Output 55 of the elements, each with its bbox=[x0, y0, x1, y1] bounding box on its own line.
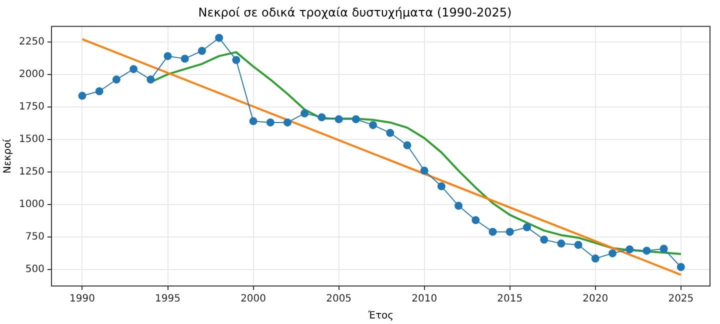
point bbox=[506, 228, 514, 236]
x-axis-title: Έτος bbox=[366, 310, 394, 322]
point bbox=[146, 76, 155, 84]
point bbox=[472, 216, 480, 224]
point bbox=[249, 117, 258, 126]
y-axis-title: Νεκροί bbox=[2, 138, 14, 174]
point bbox=[403, 141, 412, 150]
point bbox=[574, 240, 582, 249]
x-tick-label: 2025 bbox=[668, 294, 694, 305]
point bbox=[130, 65, 138, 74]
point bbox=[660, 244, 668, 253]
y-tick-label: 1000 bbox=[18, 199, 44, 210]
point bbox=[318, 113, 326, 122]
x-tick-label: 2020 bbox=[582, 294, 608, 305]
x-tick-label: 2010 bbox=[412, 294, 438, 305]
x-tick-label: 2000 bbox=[240, 294, 266, 305]
point bbox=[112, 76, 120, 84]
y-tick-label: 1500 bbox=[18, 134, 44, 145]
x-tick-label: 1990 bbox=[70, 294, 95, 305]
point bbox=[352, 115, 360, 124]
point bbox=[284, 118, 292, 126]
y-tick-label: 1250 bbox=[18, 166, 44, 178]
point bbox=[642, 246, 651, 255]
point bbox=[488, 228, 497, 236]
point bbox=[626, 245, 634, 254]
x-tick-label: 2005 bbox=[326, 294, 352, 305]
x-tick-label: 2015 bbox=[497, 294, 523, 305]
y-tick-label: 750 bbox=[25, 232, 44, 243]
point bbox=[95, 87, 104, 96]
point bbox=[180, 54, 189, 63]
point bbox=[78, 92, 86, 100]
y-tick-label: 2250 bbox=[18, 36, 44, 48]
point bbox=[266, 118, 274, 126]
point bbox=[420, 166, 428, 175]
chart-title: Νεκροί σε οδικά τροχαία δυστυχήματα (1990-2025) bbox=[198, 5, 512, 20]
point bbox=[591, 254, 600, 263]
x-tick-label: 1995 bbox=[155, 294, 180, 305]
point bbox=[386, 128, 394, 137]
point bbox=[676, 262, 685, 271]
y-tick-label: 1750 bbox=[18, 101, 44, 112]
point bbox=[215, 34, 224, 42]
point bbox=[300, 109, 309, 118]
point bbox=[540, 236, 548, 244]
point bbox=[164, 52, 172, 60]
y-tick-label: 500 bbox=[25, 264, 44, 276]
y-tick-label: 2000 bbox=[18, 68, 44, 80]
point bbox=[557, 240, 566, 248]
point bbox=[198, 46, 206, 55]
point bbox=[334, 115, 343, 124]
point bbox=[232, 56, 240, 64]
point bbox=[437, 182, 446, 190]
point bbox=[369, 121, 378, 130]
point bbox=[454, 202, 463, 210]
point bbox=[608, 249, 616, 258]
point bbox=[522, 223, 531, 232]
